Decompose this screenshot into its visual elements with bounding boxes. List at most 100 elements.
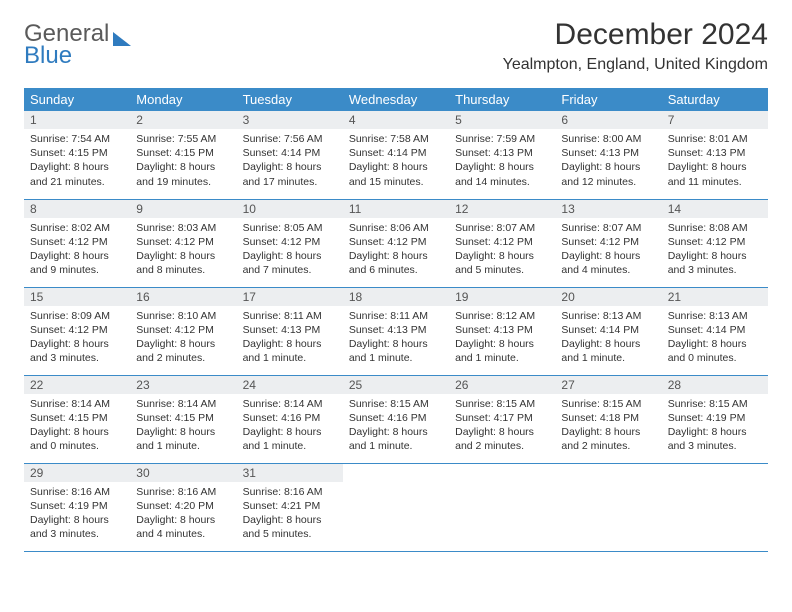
day-detail-line: Sunrise: 8:07 AM [561, 221, 655, 235]
day-detail-line: Sunrise: 8:16 AM [136, 485, 230, 499]
day-number: 10 [237, 200, 343, 218]
day-detail-line: Sunrise: 8:00 AM [561, 132, 655, 146]
day-detail-line: and 8 minutes. [136, 263, 230, 277]
calendar-day-cell [662, 463, 768, 551]
day-details: Sunrise: 8:00 AMSunset: 4:13 PMDaylight:… [555, 129, 661, 193]
day-detail-line: Sunrise: 7:56 AM [243, 132, 337, 146]
day-detail-line: Daylight: 8 hours [136, 160, 230, 174]
logo-triangle-icon [113, 32, 131, 46]
day-number: 11 [343, 200, 449, 218]
day-detail-line: Daylight: 8 hours [243, 249, 337, 263]
calendar-day-cell: 9Sunrise: 8:03 AMSunset: 4:12 PMDaylight… [130, 199, 236, 287]
day-number: 19 [449, 288, 555, 306]
day-detail-line: and 1 minute. [561, 351, 655, 365]
calendar-day-cell: 21Sunrise: 8:13 AMSunset: 4:14 PMDayligh… [662, 287, 768, 375]
day-detail-line: and 4 minutes. [136, 527, 230, 541]
day-detail-line: Sunset: 4:14 PM [243, 146, 337, 160]
day-detail-line: and 4 minutes. [561, 263, 655, 277]
day-number: 14 [662, 200, 768, 218]
day-detail-line: Sunrise: 8:15 AM [455, 397, 549, 411]
day-detail-line: and 7 minutes. [243, 263, 337, 277]
calendar-day-cell: 10Sunrise: 8:05 AMSunset: 4:12 PMDayligh… [237, 199, 343, 287]
day-details: Sunrise: 8:01 AMSunset: 4:13 PMDaylight:… [662, 129, 768, 193]
day-detail-line: and 11 minutes. [668, 175, 762, 189]
day-detail-line: and 17 minutes. [243, 175, 337, 189]
day-detail-line: Sunset: 4:17 PM [455, 411, 549, 425]
day-details: Sunrise: 8:08 AMSunset: 4:12 PMDaylight:… [662, 218, 768, 282]
day-details: Sunrise: 8:02 AMSunset: 4:12 PMDaylight:… [24, 218, 130, 282]
day-detail-line: Sunrise: 8:09 AM [30, 309, 124, 323]
day-detail-line: Sunrise: 8:03 AM [136, 221, 230, 235]
day-detail-line: Daylight: 8 hours [561, 249, 655, 263]
day-details: Sunrise: 8:14 AMSunset: 4:16 PMDaylight:… [237, 394, 343, 458]
day-detail-line: and 12 minutes. [561, 175, 655, 189]
day-details: Sunrise: 8:07 AMSunset: 4:12 PMDaylight:… [555, 218, 661, 282]
calendar-table: SundayMondayTuesdayWednesdayThursdayFrid… [24, 88, 768, 552]
day-detail-line: and 1 minute. [455, 351, 549, 365]
day-details: Sunrise: 7:54 AMSunset: 4:15 PMDaylight:… [24, 129, 130, 193]
calendar-day-cell: 3Sunrise: 7:56 AMSunset: 4:14 PMDaylight… [237, 111, 343, 199]
day-details: Sunrise: 8:09 AMSunset: 4:12 PMDaylight:… [24, 306, 130, 370]
day-detail-line: Sunset: 4:12 PM [668, 235, 762, 249]
day-detail-line: Daylight: 8 hours [30, 249, 124, 263]
day-detail-line: Sunrise: 8:01 AM [668, 132, 762, 146]
day-detail-line: and 1 minute. [349, 351, 443, 365]
day-detail-line: Daylight: 8 hours [668, 160, 762, 174]
day-details: Sunrise: 8:07 AMSunset: 4:12 PMDaylight:… [449, 218, 555, 282]
calendar-day-cell: 15Sunrise: 8:09 AMSunset: 4:12 PMDayligh… [24, 287, 130, 375]
calendar-day-cell: 29Sunrise: 8:16 AMSunset: 4:19 PMDayligh… [24, 463, 130, 551]
day-detail-line: and 1 minute. [349, 439, 443, 453]
day-detail-line: Sunset: 4:15 PM [136, 411, 230, 425]
weekday-header-row: SundayMondayTuesdayWednesdayThursdayFrid… [24, 88, 768, 111]
day-detail-line: Sunset: 4:12 PM [136, 235, 230, 249]
day-detail-line: Sunrise: 8:02 AM [30, 221, 124, 235]
day-details: Sunrise: 8:03 AMSunset: 4:12 PMDaylight:… [130, 218, 236, 282]
day-detail-line: and 1 minute. [243, 439, 337, 453]
weekday-header: Monday [130, 88, 236, 111]
day-detail-line: Sunset: 4:14 PM [349, 146, 443, 160]
day-details: Sunrise: 8:15 AMSunset: 4:16 PMDaylight:… [343, 394, 449, 458]
day-detail-line: Sunset: 4:14 PM [668, 323, 762, 337]
day-details: Sunrise: 8:13 AMSunset: 4:14 PMDaylight:… [662, 306, 768, 370]
day-number: 4 [343, 111, 449, 129]
calendar-day-cell: 31Sunrise: 8:16 AMSunset: 4:21 PMDayligh… [237, 463, 343, 551]
day-detail-line: and 3 minutes. [30, 351, 124, 365]
calendar-day-cell: 16Sunrise: 8:10 AMSunset: 4:12 PMDayligh… [130, 287, 236, 375]
calendar-day-cell: 26Sunrise: 8:15 AMSunset: 4:17 PMDayligh… [449, 375, 555, 463]
day-number: 6 [555, 111, 661, 129]
day-detail-line: Daylight: 8 hours [561, 337, 655, 351]
day-detail-line: and 0 minutes. [668, 351, 762, 365]
weekday-header: Thursday [449, 88, 555, 111]
day-detail-line: Daylight: 8 hours [349, 249, 443, 263]
day-number: 7 [662, 111, 768, 129]
day-detail-line: Sunrise: 8:12 AM [455, 309, 549, 323]
day-detail-line: Sunrise: 8:10 AM [136, 309, 230, 323]
day-detail-line: Daylight: 8 hours [30, 425, 124, 439]
day-number: 17 [237, 288, 343, 306]
day-detail-line: Sunset: 4:13 PM [455, 323, 549, 337]
day-details: Sunrise: 8:12 AMSunset: 4:13 PMDaylight:… [449, 306, 555, 370]
day-details: Sunrise: 8:15 AMSunset: 4:19 PMDaylight:… [662, 394, 768, 458]
calendar-day-cell: 30Sunrise: 8:16 AMSunset: 4:20 PMDayligh… [130, 463, 236, 551]
day-number: 9 [130, 200, 236, 218]
day-number: 28 [662, 376, 768, 394]
day-number: 31 [237, 464, 343, 482]
logo-text: General Blue [24, 22, 109, 68]
day-detail-line: and 1 minute. [136, 439, 230, 453]
day-detail-line: Daylight: 8 hours [30, 160, 124, 174]
day-details: Sunrise: 7:55 AMSunset: 4:15 PMDaylight:… [130, 129, 236, 193]
day-details: Sunrise: 8:15 AMSunset: 4:18 PMDaylight:… [555, 394, 661, 458]
day-detail-line: Sunrise: 8:07 AM [455, 221, 549, 235]
day-detail-line: Sunset: 4:16 PM [243, 411, 337, 425]
day-detail-line: and 1 minute. [243, 351, 337, 365]
day-detail-line: Sunrise: 8:15 AM [668, 397, 762, 411]
day-detail-line: Sunrise: 8:13 AM [561, 309, 655, 323]
day-details: Sunrise: 8:16 AMSunset: 4:19 PMDaylight:… [24, 482, 130, 546]
day-detail-line: Daylight: 8 hours [243, 337, 337, 351]
day-details: Sunrise: 8:16 AMSunset: 4:21 PMDaylight:… [237, 482, 343, 546]
day-detail-line: Sunrise: 8:16 AM [30, 485, 124, 499]
calendar-day-cell: 6Sunrise: 8:00 AMSunset: 4:13 PMDaylight… [555, 111, 661, 199]
location: Yealmpton, England, United Kingdom [503, 56, 768, 74]
day-detail-line: Sunset: 4:15 PM [30, 411, 124, 425]
day-number: 25 [343, 376, 449, 394]
